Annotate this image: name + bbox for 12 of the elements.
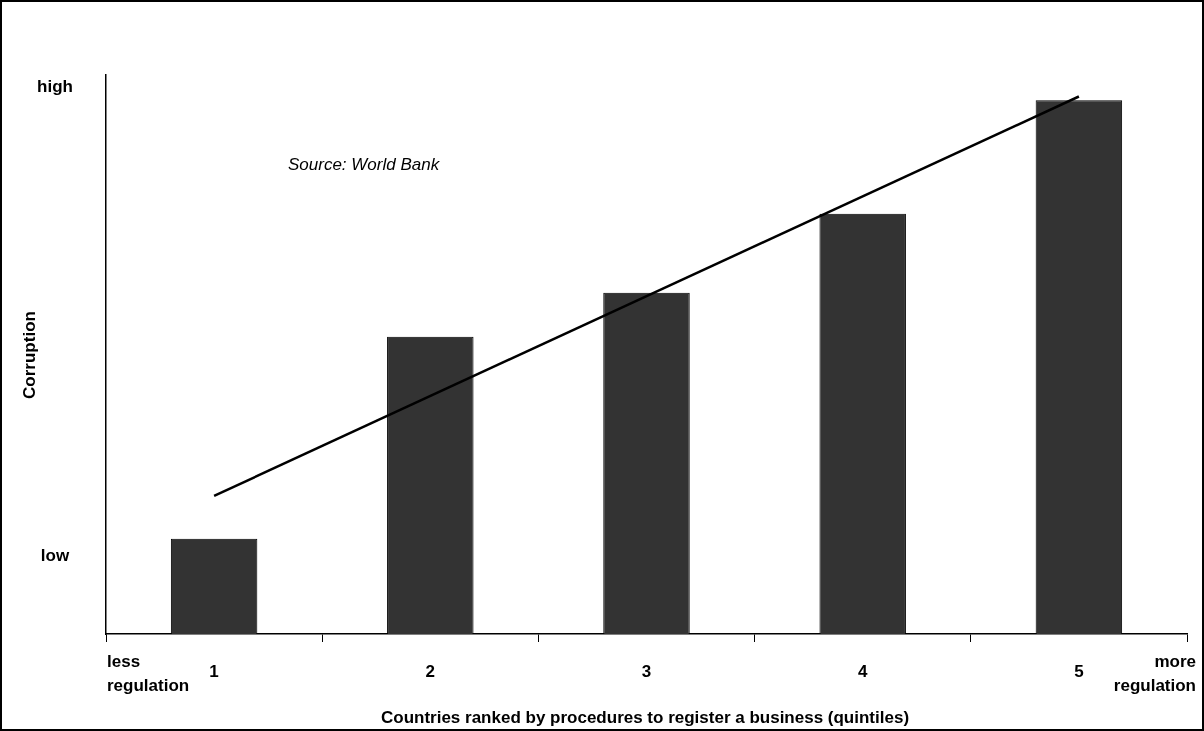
text: low bbox=[40, 545, 70, 565]
x-tick-label: 4 bbox=[857, 661, 868, 681]
text: high bbox=[37, 76, 73, 96]
x-tick-label: 3 bbox=[641, 661, 652, 681]
x-axis-title: Countries ranked by procedures to register a business (quintiles) bbox=[380, 707, 910, 727]
x-tick-label: 2 bbox=[425, 661, 436, 681]
y-axis-title: Corruption bbox=[19, 311, 39, 399]
annotation: Source: World Bank bbox=[288, 154, 441, 174]
text: more regulation bbox=[1113, 651, 1196, 695]
x-tick-label: 5 bbox=[1074, 661, 1084, 681]
x-tick-label: 1 bbox=[209, 661, 219, 681]
text: less regulation bbox=[107, 651, 190, 695]
